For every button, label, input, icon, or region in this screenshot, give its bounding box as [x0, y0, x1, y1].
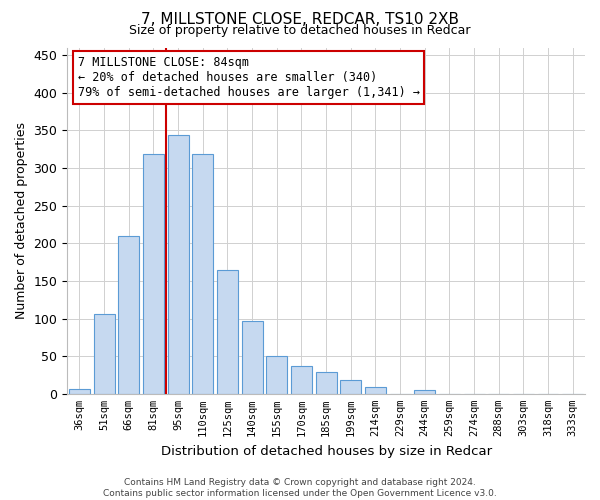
Bar: [217, 270, 238, 394]
Bar: [365, 387, 386, 394]
Bar: [316, 372, 337, 394]
Bar: [118, 236, 139, 394]
Bar: [143, 154, 164, 394]
Bar: [167, 135, 188, 394]
Bar: [94, 314, 115, 394]
Bar: [69, 388, 90, 394]
Y-axis label: Number of detached properties: Number of detached properties: [15, 122, 28, 319]
Bar: [242, 321, 263, 394]
Text: 7, MILLSTONE CLOSE, REDCAR, TS10 2XB: 7, MILLSTONE CLOSE, REDCAR, TS10 2XB: [141, 12, 459, 26]
Text: Size of property relative to detached houses in Redcar: Size of property relative to detached ho…: [129, 24, 471, 37]
Bar: [266, 356, 287, 394]
Bar: [414, 390, 435, 394]
Bar: [291, 366, 312, 394]
Bar: [340, 380, 361, 394]
Text: 7 MILLSTONE CLOSE: 84sqm
← 20% of detached houses are smaller (340)
79% of semi-: 7 MILLSTONE CLOSE: 84sqm ← 20% of detach…: [77, 56, 419, 99]
Text: Contains HM Land Registry data © Crown copyright and database right 2024.
Contai: Contains HM Land Registry data © Crown c…: [103, 478, 497, 498]
Bar: [192, 154, 213, 394]
X-axis label: Distribution of detached houses by size in Redcar: Distribution of detached houses by size …: [161, 444, 491, 458]
